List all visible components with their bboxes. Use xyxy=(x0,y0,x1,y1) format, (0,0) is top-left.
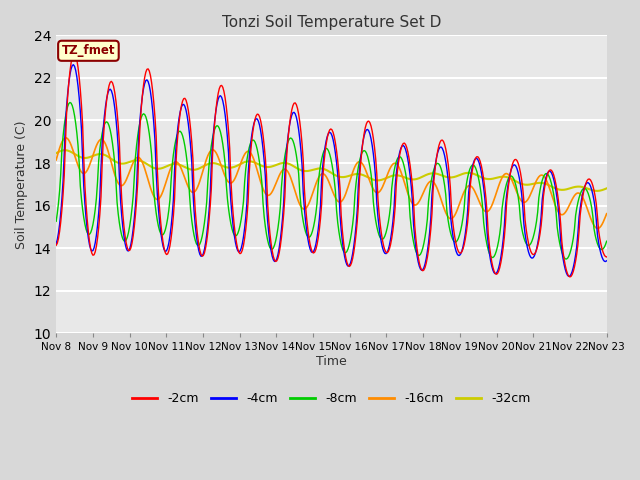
Legend: -2cm, -4cm, -8cm, -16cm, -32cm: -2cm, -4cm, -8cm, -16cm, -32cm xyxy=(127,387,536,410)
Text: TZ_fmet: TZ_fmet xyxy=(61,44,115,57)
X-axis label: Time: Time xyxy=(316,355,347,368)
Title: Tonzi Soil Temperature Set D: Tonzi Soil Temperature Set D xyxy=(221,15,441,30)
Y-axis label: Soil Temperature (C): Soil Temperature (C) xyxy=(15,120,28,249)
